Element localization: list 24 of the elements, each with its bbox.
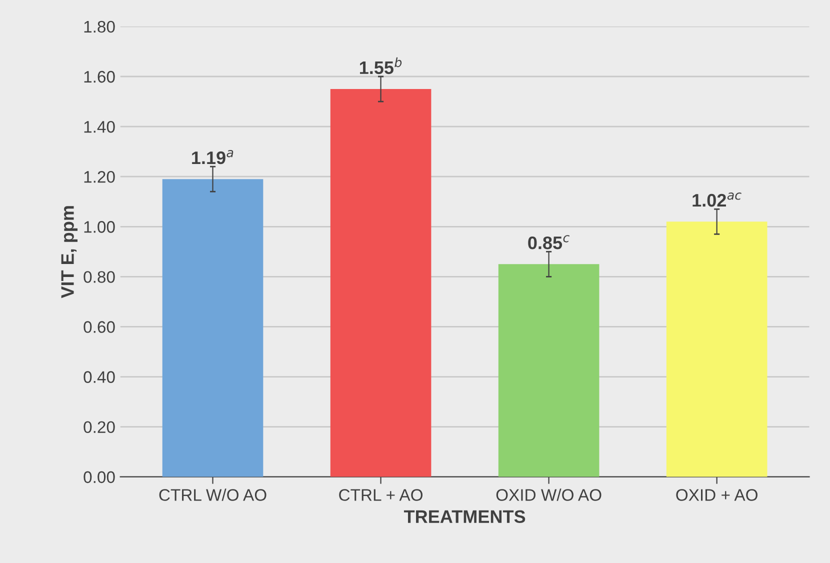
bar <box>330 89 432 477</box>
y-tick-label: 1.20 <box>84 170 115 183</box>
x-tick-label: CTRL W/O AO <box>159 488 266 501</box>
y-tick-label: 0.40 <box>84 371 115 383</box>
x-tick-label: OXID W/O AO <box>496 488 602 501</box>
y-axis-title: VIT E, ppm <box>61 206 78 298</box>
bar <box>162 179 264 477</box>
y-tick-label: 0.80 <box>84 271 115 283</box>
y-tick-label: 0.60 <box>84 321 115 333</box>
x-tick-label: CTRL + AO <box>339 489 423 501</box>
data-label: 1.19$^{a}$ <box>192 150 234 164</box>
x-tick-label: OXID + AO <box>676 489 758 501</box>
data-label: 1.02$^{ac}$ <box>692 192 742 207</box>
y-tick-label: 1.60 <box>84 70 115 83</box>
y-tick-label: 1.00 <box>84 221 115 233</box>
y-tick-label: 1.80 <box>84 20 115 33</box>
y-tick-label: 1.40 <box>84 120 115 133</box>
data-label: 0.85$^{c}$ <box>528 235 570 250</box>
y-tick-label: 0.20 <box>84 421 115 434</box>
y-tick-label: 0.00 <box>84 471 115 484</box>
x-axis-title: TREATMENTS <box>404 510 526 524</box>
bar <box>666 222 768 477</box>
data-label: 1.55$^{b}$ <box>360 57 402 74</box>
bar <box>498 264 600 477</box>
